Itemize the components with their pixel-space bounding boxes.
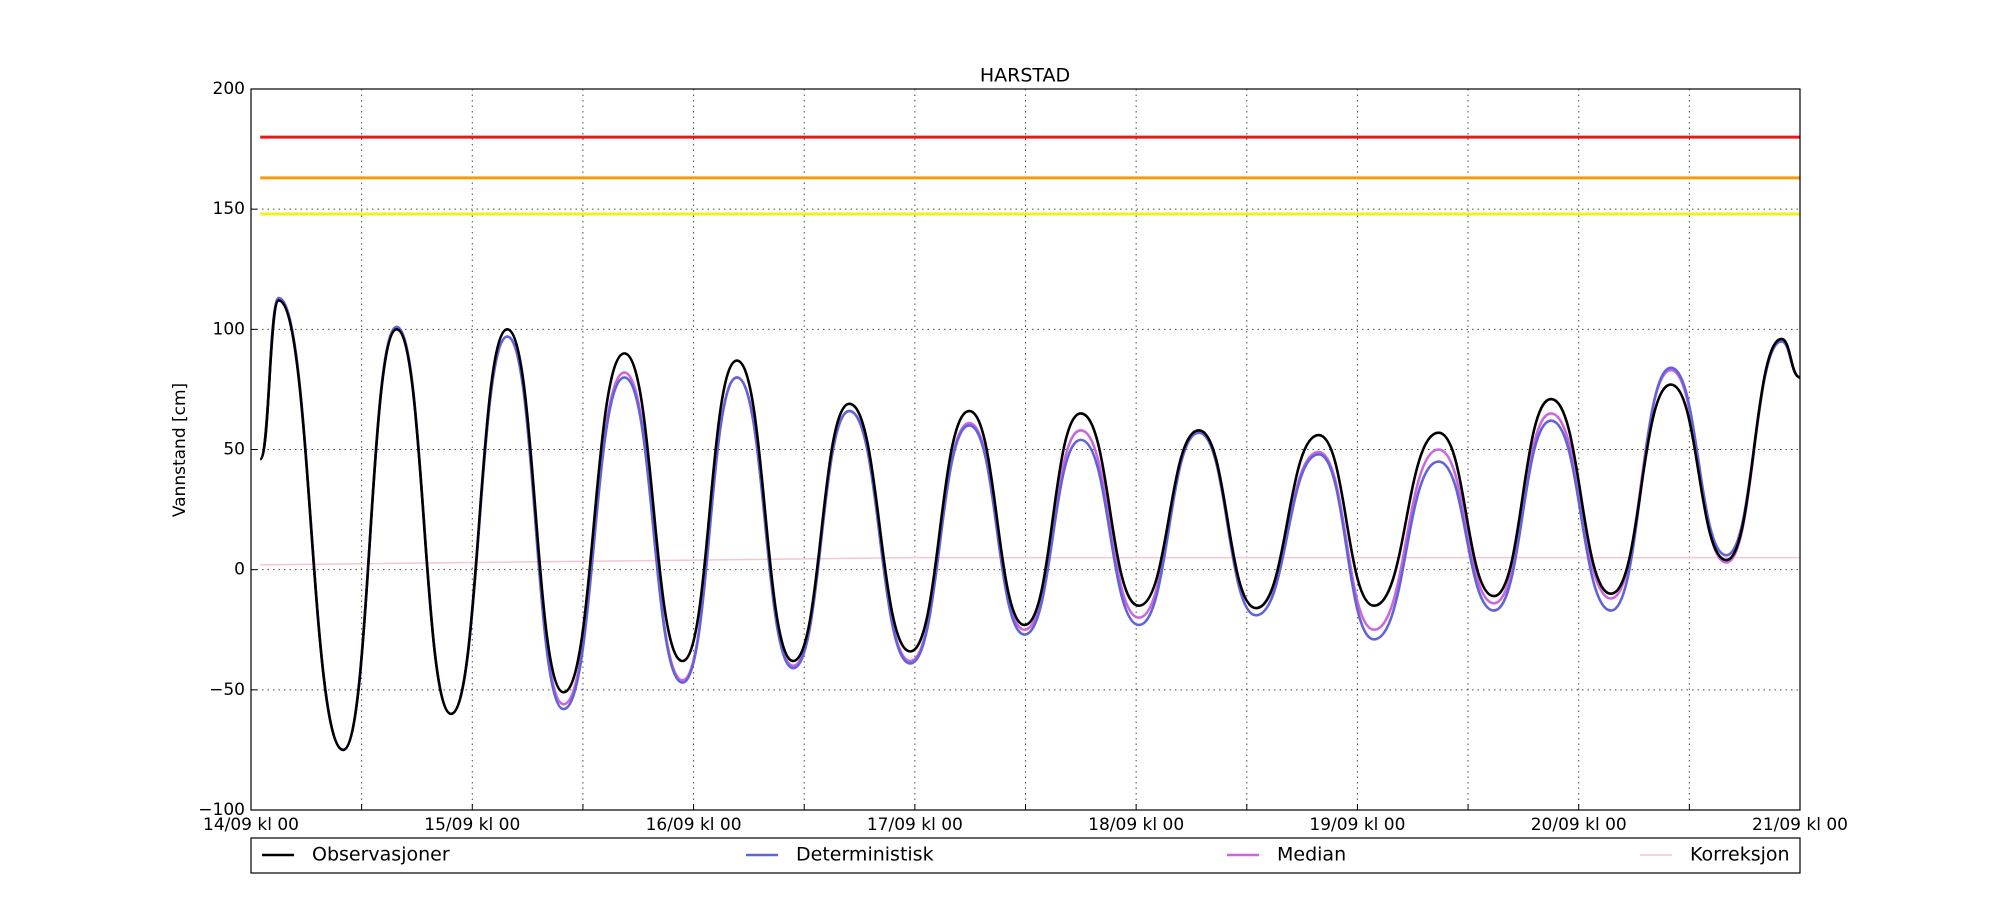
x-tick-label: 15/09 kl 00 — [424, 815, 520, 835]
chart-title: HARSTAD — [980, 65, 1070, 87]
y-tick-label: −100 — [198, 800, 245, 820]
x-tick-label: 17/09 kl 00 — [867, 815, 963, 835]
x-tick-label: 20/09 kl 00 — [1531, 815, 1627, 835]
y-tick-label: −50 — [209, 680, 245, 700]
legend-label: Observasjoner — [312, 844, 450, 866]
y-tick-label: 200 — [213, 79, 245, 99]
y-tick-label: 0 — [234, 560, 245, 580]
x-tick-label: 16/09 kl 00 — [646, 815, 742, 835]
y-axis-label: Vannstand [cm] — [170, 383, 190, 517]
y-tick-label: 50 — [223, 440, 245, 460]
x-tick-label: 21/09 kl 00 — [1752, 815, 1848, 835]
legend-box — [250, 837, 1801, 874]
y-tick-label: 150 — [213, 199, 245, 219]
line-series — [260, 556, 1800, 566]
plot-frame — [250, 88, 1801, 811]
x-tick-label: 18/09 kl 00 — [1088, 815, 1184, 835]
legend-label: Deterministisk — [796, 844, 934, 866]
y-tick-label: 100 — [213, 319, 245, 339]
line-series — [258, 296, 1801, 752]
line-series — [258, 299, 1801, 752]
line-series — [258, 296, 1801, 752]
x-tick-label: 19/09 kl 00 — [1309, 815, 1405, 835]
x-tick-label: 14/09 kl 00 — [203, 815, 299, 835]
legend-label: Korreksjon — [1690, 844, 1790, 866]
legend-label: Median — [1277, 844, 1346, 866]
